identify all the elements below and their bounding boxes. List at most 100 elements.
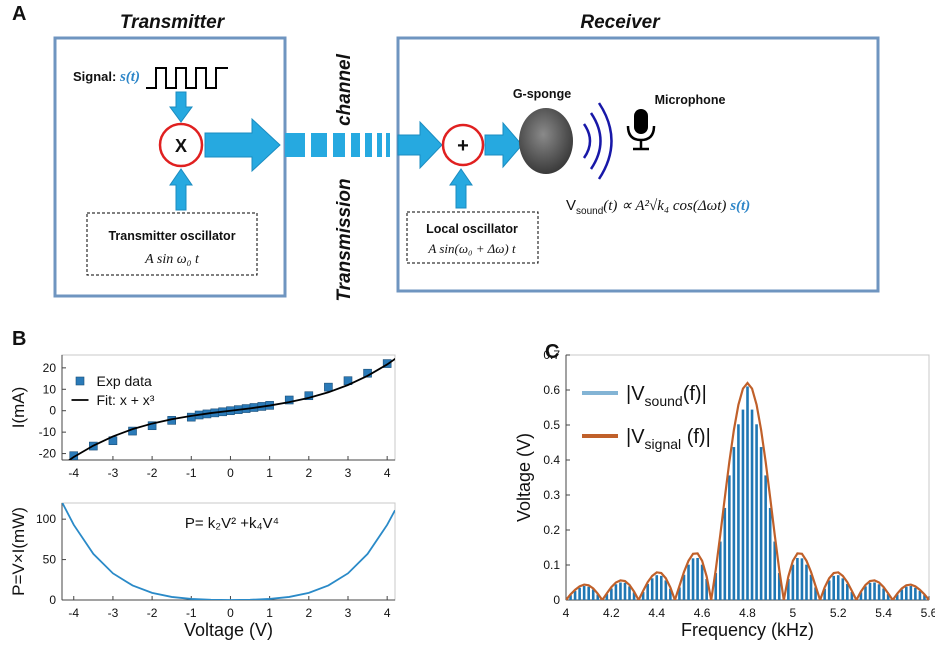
bar <box>718 541 722 600</box>
legend-label: Fit: x + x³ <box>97 392 155 408</box>
segment <box>351 133 360 157</box>
x-axis-label: Frequency (kHz) <box>681 620 814 640</box>
y-tick-label: 0.3 <box>543 488 560 502</box>
bar <box>669 588 672 600</box>
signal-label: Signal: s(t) <box>73 69 140 85</box>
series-line <box>566 381 929 600</box>
bar <box>723 507 727 600</box>
formula-part: sound <box>576 206 603 217</box>
bar <box>728 475 731 600</box>
bar <box>714 573 718 600</box>
channel-segments <box>285 133 390 157</box>
legend-label: Exp data <box>97 373 152 389</box>
plot-area <box>62 503 395 600</box>
bar <box>877 584 881 600</box>
segment <box>377 133 382 157</box>
bar <box>587 586 590 600</box>
y-tick-label: 0 <box>49 593 56 607</box>
arrow <box>204 117 281 173</box>
x-tick-label: -2 <box>147 466 158 480</box>
y-tick-label: 50 <box>43 553 57 567</box>
panel-label: B <box>12 328 26 350</box>
bar <box>773 541 777 600</box>
bar <box>582 586 586 600</box>
x-tick-label: 4.4 <box>648 606 665 620</box>
x-tick-label: 3 <box>345 606 352 620</box>
y-axis-label: I(mA) <box>9 387 28 429</box>
data-point <box>324 382 333 392</box>
x-tick-label: -1 <box>186 606 197 620</box>
bar <box>687 564 690 600</box>
bar <box>750 409 754 600</box>
data-point <box>284 395 294 405</box>
arrow <box>484 121 523 169</box>
segment <box>365 133 372 157</box>
bar <box>905 586 908 600</box>
x-tick-label: 5.4 <box>875 606 892 620</box>
bar <box>641 591 645 600</box>
channel-label: channel <box>334 53 355 126</box>
bar <box>791 564 795 600</box>
bar <box>846 583 849 600</box>
x-tick-label: 4.8 <box>739 606 756 620</box>
arrow <box>397 120 443 170</box>
x-tick-label: -3 <box>108 466 119 480</box>
bar <box>610 588 613 600</box>
y-axis-label: P=V×I(mW) <box>9 507 28 596</box>
bar <box>886 594 890 600</box>
bar <box>596 594 600 600</box>
sound-waves <box>582 102 613 180</box>
bar <box>732 447 736 600</box>
wave <box>589 112 602 170</box>
bar <box>764 475 767 600</box>
bar <box>619 582 622 600</box>
bar <box>650 578 654 600</box>
bar <box>696 558 699 600</box>
segment <box>285 133 305 157</box>
bar <box>623 582 627 600</box>
bar <box>814 587 817 600</box>
bar <box>827 580 831 600</box>
x-tick-label: 3 <box>345 466 352 480</box>
bar <box>900 589 904 600</box>
bar <box>628 586 631 600</box>
segment <box>333 133 345 157</box>
legend-text-part: sound <box>645 393 683 409</box>
bar <box>632 592 636 600</box>
bar <box>859 592 863 600</box>
oscillator-title: Transmitter oscillator <box>108 229 235 243</box>
y-tick-label: 0.7 <box>543 348 560 362</box>
plot-area <box>566 381 929 600</box>
oscillator-formula: A sin(ω₀ + Δω) t <box>427 241 516 256</box>
bar <box>841 578 845 600</box>
bar <box>737 424 740 600</box>
y-tick-label: -20 <box>39 447 57 461</box>
bar <box>873 582 876 600</box>
data-point <box>304 391 314 401</box>
bar <box>682 574 686 600</box>
x-tick-label: -2 <box>147 606 158 620</box>
receiver-title: Receiver <box>580 12 661 33</box>
oscillator-box <box>86 212 258 276</box>
y-tick-label: 0.4 <box>543 453 560 467</box>
bar <box>569 595 572 600</box>
signal-symbol: s(t) <box>119 69 140 85</box>
y-tick-label: 0.1 <box>543 558 560 572</box>
mic-stand <box>633 140 649 151</box>
bar <box>836 575 840 600</box>
legend-label: |Vsound(f)| <box>626 383 707 409</box>
oscillator-box <box>406 211 539 264</box>
series-line <box>62 503 395 600</box>
legend-label: |Vsignal (f)| <box>626 426 711 452</box>
bar <box>664 580 668 600</box>
channel-label: Transmission <box>334 178 355 301</box>
bar <box>914 587 917 600</box>
bar <box>759 447 763 600</box>
x-tick-label: 4.2 <box>603 606 620 620</box>
bar <box>578 587 581 600</box>
y-tick-label: 10 <box>43 382 57 396</box>
x-tick-label: 0 <box>227 466 234 480</box>
bar <box>805 564 808 600</box>
transmitter-title: Transmitter <box>120 12 226 33</box>
